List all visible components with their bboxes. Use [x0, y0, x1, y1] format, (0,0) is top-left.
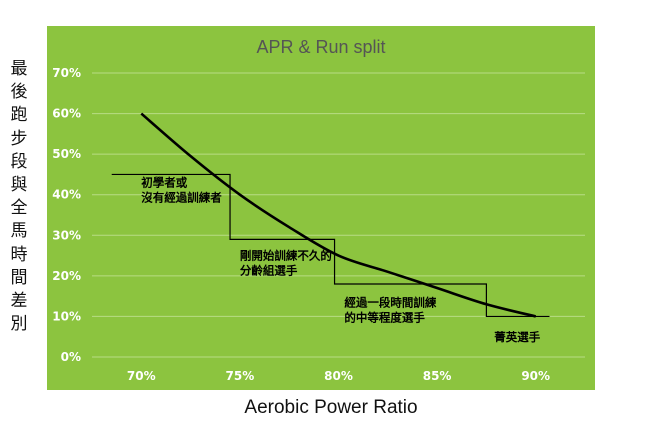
y-tick-label: 30%: [52, 228, 81, 242]
y-tick-label: 60%: [52, 107, 81, 121]
x-tick-label: 75%: [226, 369, 255, 383]
y-tick-label: 40%: [52, 188, 81, 202]
annotation-text: 經過一段時間訓練: [344, 295, 436, 309]
y-tick-label: 50%: [52, 147, 81, 161]
y-tick-label: 70%: [52, 66, 81, 80]
y-axis-label: 最後跑步段與全馬時間差別: [10, 59, 28, 335]
x-tick-label: 90%: [521, 369, 550, 383]
annotation-text: 剛開始訓練不久的: [240, 249, 332, 263]
apr-curve-line: [140, 112, 537, 318]
x-tick-label: 85%: [423, 369, 452, 383]
x-tick-label: 70%: [127, 369, 156, 383]
annotation-text: 沒有經過訓練者: [141, 191, 222, 205]
x-axis-label: Aerobic Power Ratio: [244, 397, 418, 418]
x-tick-label: 80%: [324, 369, 353, 383]
annotation-text: 的中等程度選手: [344, 310, 425, 324]
chart-title: APR & Run split: [256, 37, 385, 57]
y-tick-label: 20%: [52, 269, 81, 283]
annotation-text: 初學者或: [141, 176, 187, 190]
annotation-text: 分齡組選手: [240, 264, 298, 278]
y-tick-label: 10%: [52, 309, 81, 323]
annotation-group: 菁英選手: [494, 330, 540, 344]
category-step-line: [111, 173, 550, 318]
chart-panel: APR & Run split 0% 10% 20% 30% 40% 50% 60% 70% …: [47, 26, 595, 390]
chart-svg: APR & Run split 0%10%20%30%40%50%60%70% …: [52, 37, 585, 383]
y-tick-label: 0%: [61, 350, 81, 364]
annotation-text: 菁英選手: [494, 330, 540, 344]
